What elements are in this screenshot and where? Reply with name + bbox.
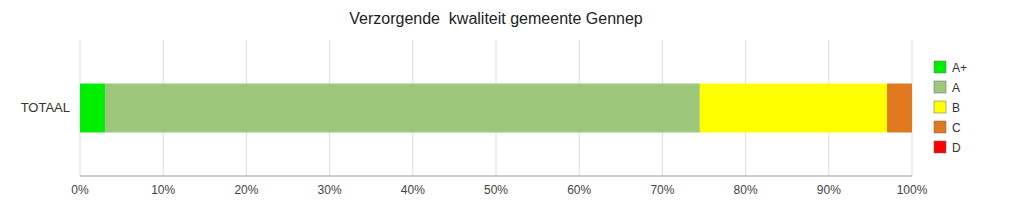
legend-label: A+ (952, 61, 967, 75)
bar-segment (912, 84, 913, 133)
chart: Verzorgende kwaliteit gemeente Gennep 0% 1… (0, 0, 1022, 214)
legend-swatch (934, 81, 946, 93)
category-label: TOTAAL (21, 100, 70, 115)
title: Verzorgende kwaliteit gemeente Gennep (349, 10, 643, 27)
bars (80, 84, 912, 133)
bar-segment (887, 84, 912, 133)
tick-label: 60% (567, 183, 591, 197)
tick-label: 90% (817, 183, 841, 197)
x-axis: 0% 10% 20% 30% 40% 50% 60% 70% 80% 90% 100% (71, 183, 927, 197)
legend-swatch (934, 121, 946, 133)
tick-label: 10% (151, 183, 175, 197)
tick-label: 50% (484, 183, 508, 197)
legend-label: D (952, 141, 961, 155)
bar-segment (80, 84, 105, 133)
legend-label: A (952, 81, 960, 95)
legend: A+ ABCD (934, 61, 967, 155)
tick-label: 80% (734, 183, 758, 197)
tick-label: 100% (897, 183, 928, 197)
bar-segment (105, 84, 700, 133)
tick-label: 20% (234, 183, 258, 197)
axis-line (80, 176, 912, 177)
legend-swatch (934, 141, 946, 153)
legend-swatch (934, 101, 946, 113)
legend-label: C (952, 121, 961, 135)
legend-swatch (934, 61, 946, 73)
bar-segment (700, 84, 887, 133)
tick-label: 70% (650, 183, 674, 197)
tick-label: 40% (401, 183, 425, 197)
grid (80, 40, 912, 176)
tick-label: 30% (318, 183, 342, 197)
legend-label: B (952, 101, 960, 115)
tick-label: 0% (71, 183, 89, 197)
